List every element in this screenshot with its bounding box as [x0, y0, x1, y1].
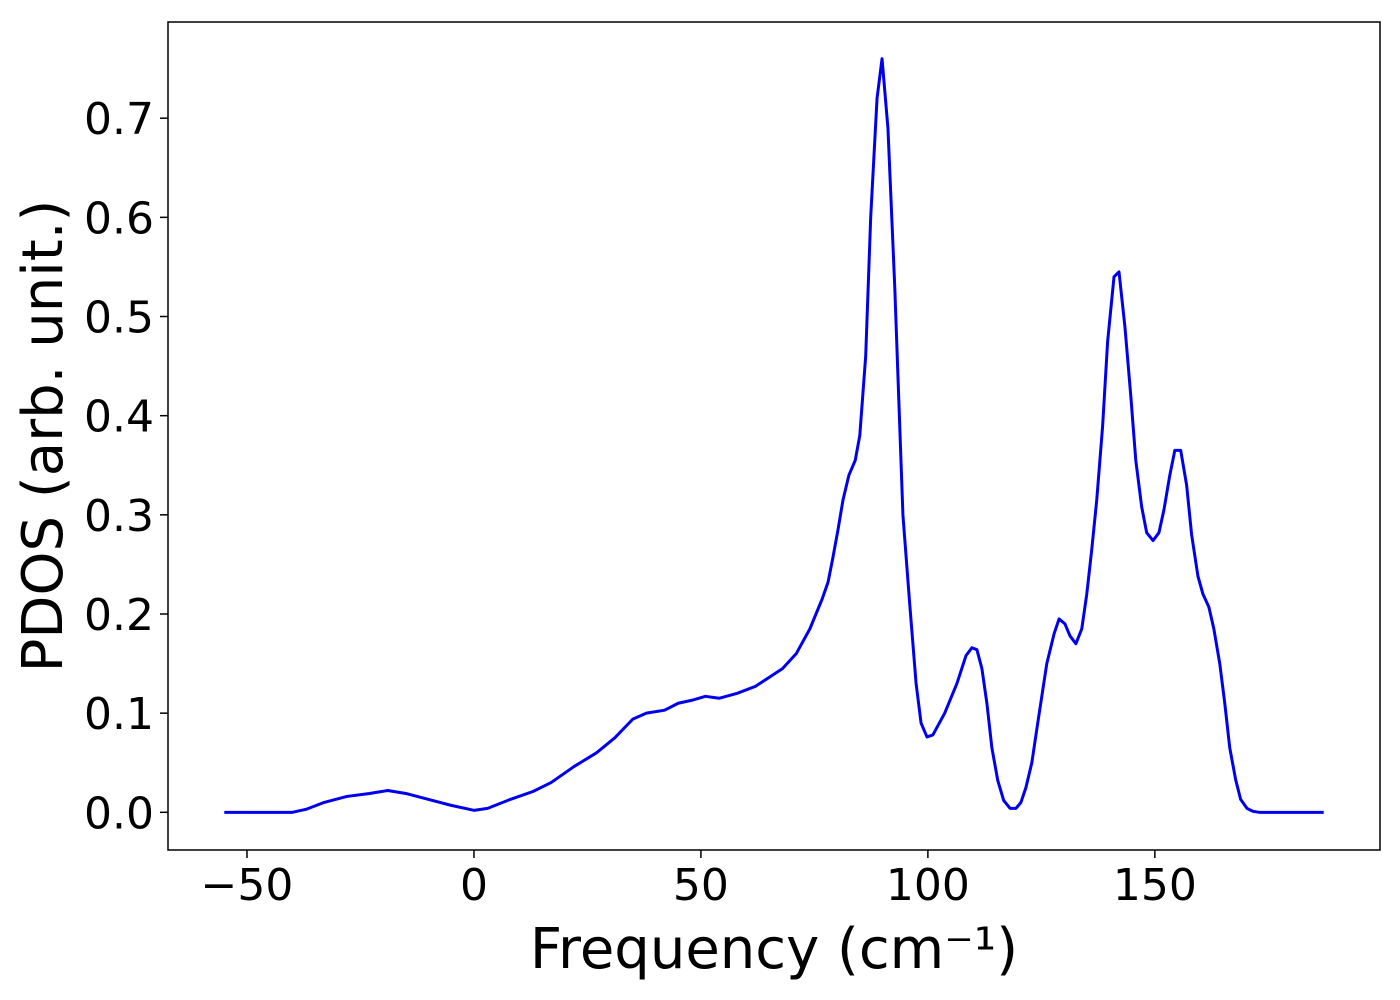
- y-tick-label: 0.4: [84, 392, 154, 443]
- x-axis-label: Frequency (cm⁻¹): [530, 917, 1018, 982]
- y-tick-label: 0.0: [84, 788, 154, 839]
- y-tick-label: 0.6: [84, 193, 154, 244]
- y-tick-label: 0.2: [84, 590, 154, 641]
- y-tick-label: 0.7: [84, 94, 154, 145]
- x-tick-label: −50: [201, 860, 294, 911]
- y-tick-label: 0.5: [84, 293, 154, 344]
- y-tick-label: 0.1: [84, 689, 154, 740]
- x-tick-label: 100: [886, 860, 970, 911]
- y-axis-label: PDOS (arb. unit.): [11, 200, 76, 673]
- x-tick-label: 50: [673, 860, 729, 911]
- x-tick-label: 0: [460, 860, 488, 911]
- y-tick-label: 0.3: [84, 491, 154, 542]
- x-tick-label: 150: [1113, 860, 1197, 911]
- plot-frame: [167, 21, 1381, 851]
- data-line: [224, 57, 1324, 814]
